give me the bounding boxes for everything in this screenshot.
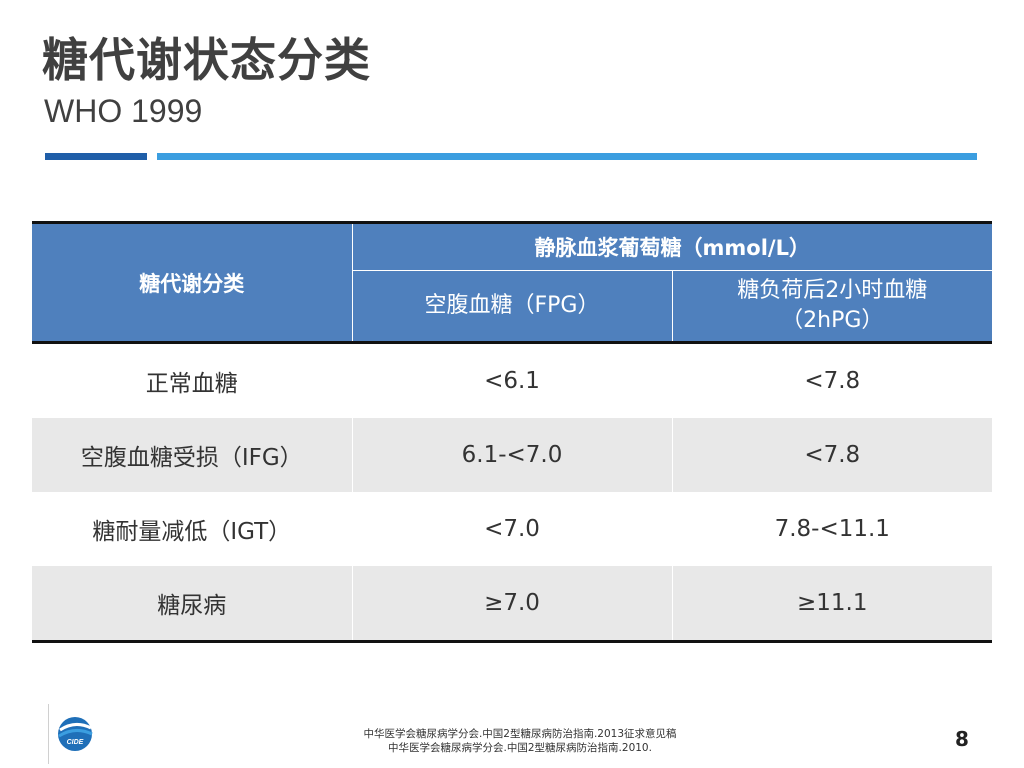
- header-2hpg-line2: （2hPG）: [781, 308, 884, 333]
- row-2hpg: ≥11.1: [671, 566, 993, 642]
- reference-line: 中华医学会糖尿病学分会.中国2型糖尿病防治指南.2013征求意见稿: [363, 728, 677, 740]
- references: 中华医学会糖尿病学分会.中国2型糖尿病防治指南.2013征求意见稿 中华医学会糖…: [320, 727, 720, 755]
- slide-title: 糖代谢状态分类: [42, 33, 371, 87]
- table-row: 糖耐量减低（IGT） <7.0 7.8-<11.1: [32, 492, 993, 566]
- slide-subtitle: WHO 1999: [44, 93, 203, 129]
- accent-bar-dark: [45, 153, 147, 160]
- row-2hpg: <7.8: [671, 342, 993, 418]
- row-2hpg: <7.8: [671, 418, 993, 492]
- row-2hpg: 7.8-<11.1: [671, 492, 993, 566]
- table-row: 空腹血糖受损（IFG） 6.1-<7.0 <7.8: [32, 418, 993, 492]
- row-fpg: ≥7.0: [351, 566, 673, 642]
- row-category: 糖耐量减低（IGT）: [32, 492, 353, 566]
- header-category: 糖代谢分类: [32, 222, 353, 344]
- page-number: 8: [955, 727, 969, 751]
- header-group: 静脉血浆葡萄糖（mmol/L）: [351, 222, 993, 271]
- row-fpg: <7.0: [351, 492, 673, 566]
- cide-logo: CIDE: [48, 704, 99, 764]
- cide-logo-text: CIDE: [67, 739, 84, 746]
- table-row: 正常血糖 <6.1 <7.8: [32, 342, 993, 418]
- glucose-classification-table: 糖代谢分类 静脉血浆葡萄糖（mmol/L） 空腹血糖（FPG） 糖负荷后2小时血…: [32, 221, 993, 643]
- header-2hpg: 糖负荷后2小时血糖 （2hPG）: [671, 270, 993, 344]
- row-fpg: 6.1-<7.0: [351, 418, 673, 492]
- row-category: 正常血糖: [32, 342, 353, 418]
- row-fpg: <6.1: [351, 342, 673, 418]
- reference-line: 中华医学会糖尿病学分会.中国2型糖尿病防治指南.2010.: [388, 742, 652, 754]
- row-category: 糖尿病: [32, 566, 353, 642]
- header-fpg: 空腹血糖（FPG）: [352, 270, 673, 344]
- cide-logo-icon: CIDE: [58, 717, 93, 751]
- header-2hpg-line1: 糖负荷后2小时血糖: [737, 278, 928, 303]
- row-category: 空腹血糖受损（IFG）: [32, 418, 353, 492]
- table-row: 糖尿病 ≥7.0 ≥11.1: [32, 566, 993, 642]
- accent-bar-light: [157, 153, 977, 160]
